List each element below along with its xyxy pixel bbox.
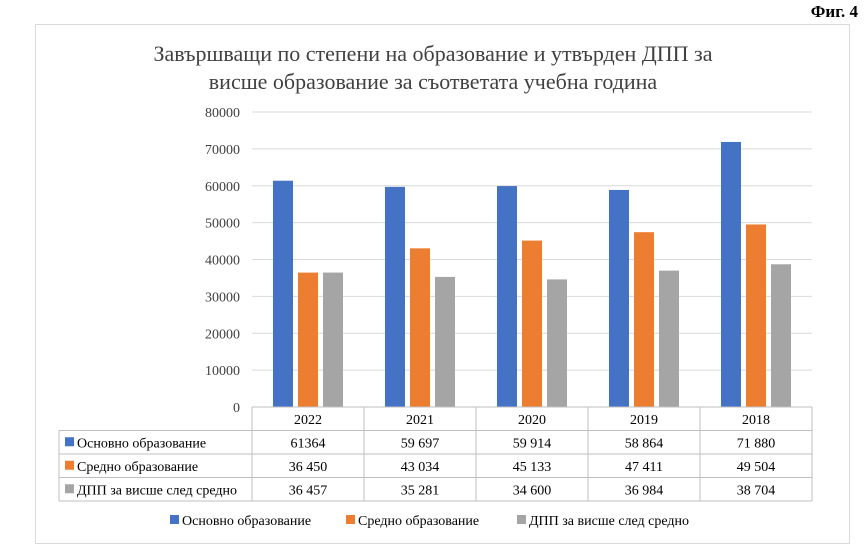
table-cell-value: 59 914 xyxy=(513,436,552,451)
y-tick-label: 70000 xyxy=(205,143,240,158)
table-cell-value: 36 984 xyxy=(625,483,664,498)
legend-key xyxy=(346,515,355,524)
legend-label: ДПП за висше след средно xyxy=(529,514,689,529)
table-legend-key xyxy=(65,460,74,470)
table-legend-key xyxy=(65,484,74,494)
y-tick-label: 0 xyxy=(233,401,240,416)
bar-3-2020 xyxy=(547,279,567,407)
x-category-label: 2020 xyxy=(518,413,546,428)
table-row-label: ДПП за висше след средно xyxy=(77,483,237,498)
bar-3-2018 xyxy=(771,264,791,407)
table-cell-value: 38 704 xyxy=(737,483,776,498)
chart-title-line-2: висше образование за съответата учебна г… xyxy=(208,69,658,94)
table-cell-value: 35 281 xyxy=(401,483,440,498)
bar-3-2021 xyxy=(435,276,455,407)
table-cell-value: 34 600 xyxy=(513,483,552,498)
table-row-label: Средно образование xyxy=(77,460,198,475)
y-tick-label: 40000 xyxy=(205,254,240,269)
table-cell-value: 58 864 xyxy=(625,436,664,451)
table-cell-value: 36 457 xyxy=(289,483,328,498)
y-tick-label: 60000 xyxy=(205,180,240,195)
table-cell-value: 71 880 xyxy=(737,436,776,451)
y-tick-label: 20000 xyxy=(205,327,240,342)
x-category-label: 2021 xyxy=(406,413,434,428)
bar-3-2019 xyxy=(659,270,679,407)
bar-2-2018 xyxy=(746,224,766,407)
table-cell-value: 49 504 xyxy=(737,460,776,475)
table-cell-value: 61364 xyxy=(291,436,326,451)
bar-2-2022 xyxy=(298,272,318,407)
bar-1-2021 xyxy=(385,186,405,407)
bar-1-2022 xyxy=(273,180,293,407)
y-tick-label: 30000 xyxy=(205,290,240,305)
table-cell-value: 36 450 xyxy=(289,460,328,475)
x-category-label: 2022 xyxy=(294,413,322,428)
x-category-label: 2018 xyxy=(742,413,770,428)
bar-2-2020 xyxy=(522,240,542,407)
bar-1-2019 xyxy=(609,189,629,407)
bar-1-2020 xyxy=(497,186,517,407)
legend-label: Основно образование xyxy=(182,514,311,529)
legend-label: Средно образование xyxy=(358,514,479,529)
bar-2-2021 xyxy=(410,248,430,407)
bar-2-2019 xyxy=(634,232,654,407)
table-cell-value: 59 697 xyxy=(401,436,440,451)
y-tick-label: 10000 xyxy=(205,364,240,379)
chart-title: Завършващи по степени на образование и у… xyxy=(0,40,866,96)
table-cell-value: 45 133 xyxy=(513,460,552,475)
y-tick-label: 50000 xyxy=(205,217,240,232)
x-category-label: 2019 xyxy=(630,413,658,428)
y-tick-label: 80000 xyxy=(205,106,240,121)
table-legend-key xyxy=(65,437,74,447)
legend-key xyxy=(517,515,526,524)
table-cell-value: 43 034 xyxy=(401,460,440,475)
bar-3-2022 xyxy=(323,272,343,407)
bar-1-2018 xyxy=(721,141,741,407)
figure-label: Фиг. 4 xyxy=(810,2,858,21)
chart-frame xyxy=(35,24,850,544)
legend-key xyxy=(170,515,179,524)
table-cell-value: 47 411 xyxy=(625,460,663,475)
chart-title-line-1: Завършващи по степени на образование и у… xyxy=(153,41,713,66)
table-row-label: Основно образование xyxy=(77,436,206,451)
